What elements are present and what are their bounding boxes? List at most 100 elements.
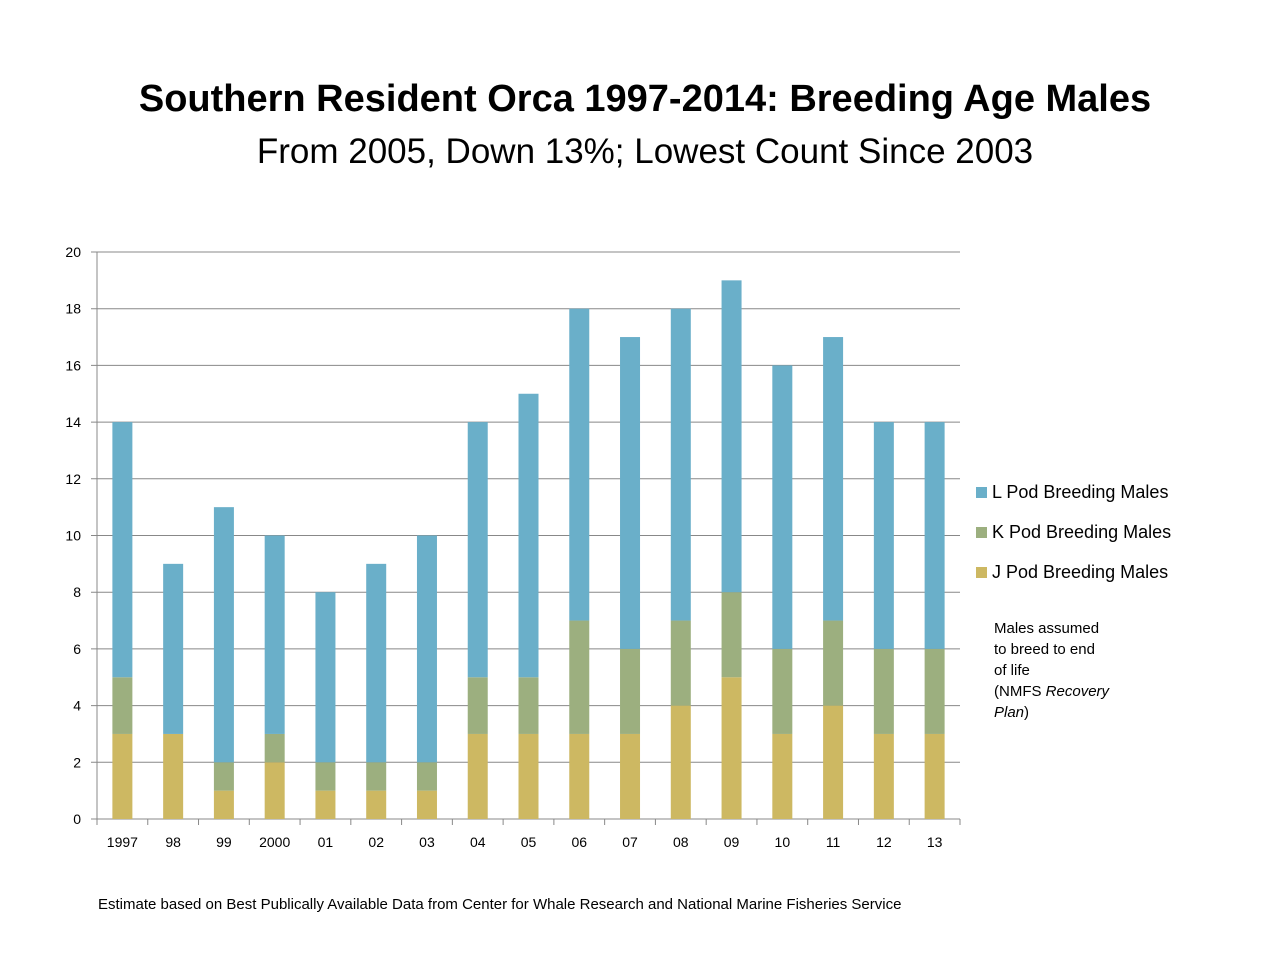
bar-segment-l-pod: [620, 337, 641, 649]
bar-segment-k-pod: [873, 648, 894, 734]
note-line-4-italic: Recovery: [1045, 683, 1110, 700]
bars: [112, 280, 945, 819]
bar-segment-j-pod: [112, 733, 133, 819]
legend-swatch-k-pod: [976, 526, 987, 538]
x-tick-label: 1997: [107, 834, 138, 850]
bar-segment-k-pod: [467, 677, 488, 734]
y-tick-label: 18: [65, 301, 81, 317]
chart-subtitle: From 2005, Down 13%; Lowest Count Since …: [256, 132, 1034, 171]
bar-segment-l-pod: [264, 535, 285, 734]
x-tick-label: 01: [318, 834, 334, 850]
x-tick-label: 03: [419, 834, 435, 850]
x-tick-label: 06: [571, 834, 587, 850]
bar-segment-l-pod: [112, 422, 133, 678]
bar-segment-k-pod: [112, 677, 133, 734]
bar-segment-j-pod: [721, 677, 742, 819]
x-tick-label: 99: [216, 834, 232, 850]
bar-segment-j-pod: [163, 733, 184, 819]
note-line-4: (NMFS Recovery: [994, 681, 1154, 702]
note-line-4-prefix: (NMFS: [994, 683, 1046, 700]
bar-segment-j-pod: [467, 733, 488, 819]
x-tick-label: 11: [826, 834, 841, 850]
bar-segment-l-pod: [213, 507, 234, 763]
y-tick-label: 16: [65, 357, 81, 373]
assumption-note: Males assumed to breed to end of life (N…: [994, 618, 1154, 723]
note-line-5-suffix: ): [1024, 704, 1030, 721]
bar-segment-l-pod: [772, 365, 793, 649]
bar-segment-j-pod: [823, 705, 844, 819]
x-tick-label: 07: [622, 834, 638, 850]
x-tick-label: 12: [876, 834, 892, 850]
legend-label-l-pod: L Pod Breeding Males: [992, 481, 1169, 502]
bar-segment-l-pod: [873, 422, 894, 649]
bar-segment-l-pod: [823, 337, 844, 621]
chart-title: Southern Resident Orca 1997-2014: Breedi…: [138, 78, 1152, 120]
bar-segment-l-pod: [670, 308, 691, 621]
bar-segment-j-pod: [518, 733, 539, 819]
bar-segment-j-pod: [924, 733, 945, 819]
x-tick-label: 98: [165, 834, 181, 850]
source-footnote: Estimate based on Best Publically Availa…: [98, 896, 902, 913]
bar-segment-l-pod: [163, 563, 184, 734]
legend-item-l-pod: L Pod Breeding Males: [976, 481, 1168, 503]
bar-segment-j-pod: [416, 790, 437, 819]
bar-segment-l-pod: [721, 280, 742, 593]
bar-segment-k-pod: [264, 733, 285, 763]
bar-segment-j-pod: [772, 733, 793, 819]
x-tick-label: 10: [775, 834, 791, 850]
bar-segment-k-pod: [416, 762, 437, 791]
legend-swatch-l-pod: [976, 486, 987, 498]
bar-segment-l-pod: [467, 422, 488, 678]
bar-segment-j-pod: [620, 733, 641, 819]
y-tick-label: 2: [73, 754, 81, 770]
note-line-3: of life: [994, 662, 1030, 679]
bar-segment-j-pod: [366, 790, 387, 819]
bar-segment-k-pod: [315, 762, 336, 791]
bar-segment-l-pod: [924, 422, 945, 649]
bar-segment-k-pod: [366, 762, 387, 791]
x-tick-label: 13: [927, 834, 943, 850]
x-tick-label: 09: [724, 834, 740, 850]
bar-segment-k-pod: [823, 620, 844, 706]
bar-segment-k-pod: [924, 648, 945, 734]
note-line-2: to breed to end: [994, 641, 1095, 658]
bar-segment-k-pod: [620, 648, 641, 734]
bar-segment-j-pod: [670, 705, 691, 819]
bar-segment-k-pod: [213, 762, 234, 791]
y-tick-label: 4: [73, 698, 81, 714]
bar-segment-l-pod: [315, 592, 336, 763]
bar-segment-l-pod: [569, 308, 590, 621]
y-tick-label: 14: [65, 414, 81, 430]
y-tick-label: 8: [73, 584, 81, 600]
y-tick-label: 20: [65, 244, 81, 260]
bar-segment-j-pod: [315, 790, 336, 819]
bar-segment-k-pod: [772, 648, 793, 734]
x-tick-label: 04: [470, 834, 486, 850]
bar-segment-j-pod: [264, 762, 285, 819]
bar-segment-j-pod: [873, 733, 894, 819]
y-tick-label: 6: [73, 641, 81, 657]
y-tick-label: 0: [73, 811, 81, 827]
bar-segment-l-pod: [416, 535, 437, 763]
legend-label-k-pod: K Pod Breeding Males: [992, 521, 1172, 542]
legend-item-j-pod: J Pod Breeding Males: [976, 561, 1168, 583]
axes: [96, 252, 961, 825]
bar-segment-k-pod: [670, 620, 691, 706]
bar-segment-j-pod: [569, 733, 590, 819]
bar-segment-l-pod: [366, 563, 387, 763]
legend-swatch-j-pod: [976, 566, 987, 578]
note-line-5: Plan): [994, 702, 1154, 723]
bar-segment-l-pod: [518, 393, 539, 678]
note-line-1: Males assumed: [994, 620, 1100, 637]
x-tick-label: 08: [673, 834, 689, 850]
y-tick-label: 12: [65, 471, 81, 487]
bar-segment-k-pod: [569, 620, 590, 734]
legend-item-k-pod: K Pod Breeding Males: [976, 521, 1171, 543]
bar-segment-j-pod: [213, 790, 234, 819]
bar-segment-k-pod: [518, 677, 539, 734]
y-tick-label: 10: [65, 528, 81, 544]
x-tick-label: 02: [368, 834, 384, 850]
x-tick-label: 2000: [259, 834, 290, 850]
